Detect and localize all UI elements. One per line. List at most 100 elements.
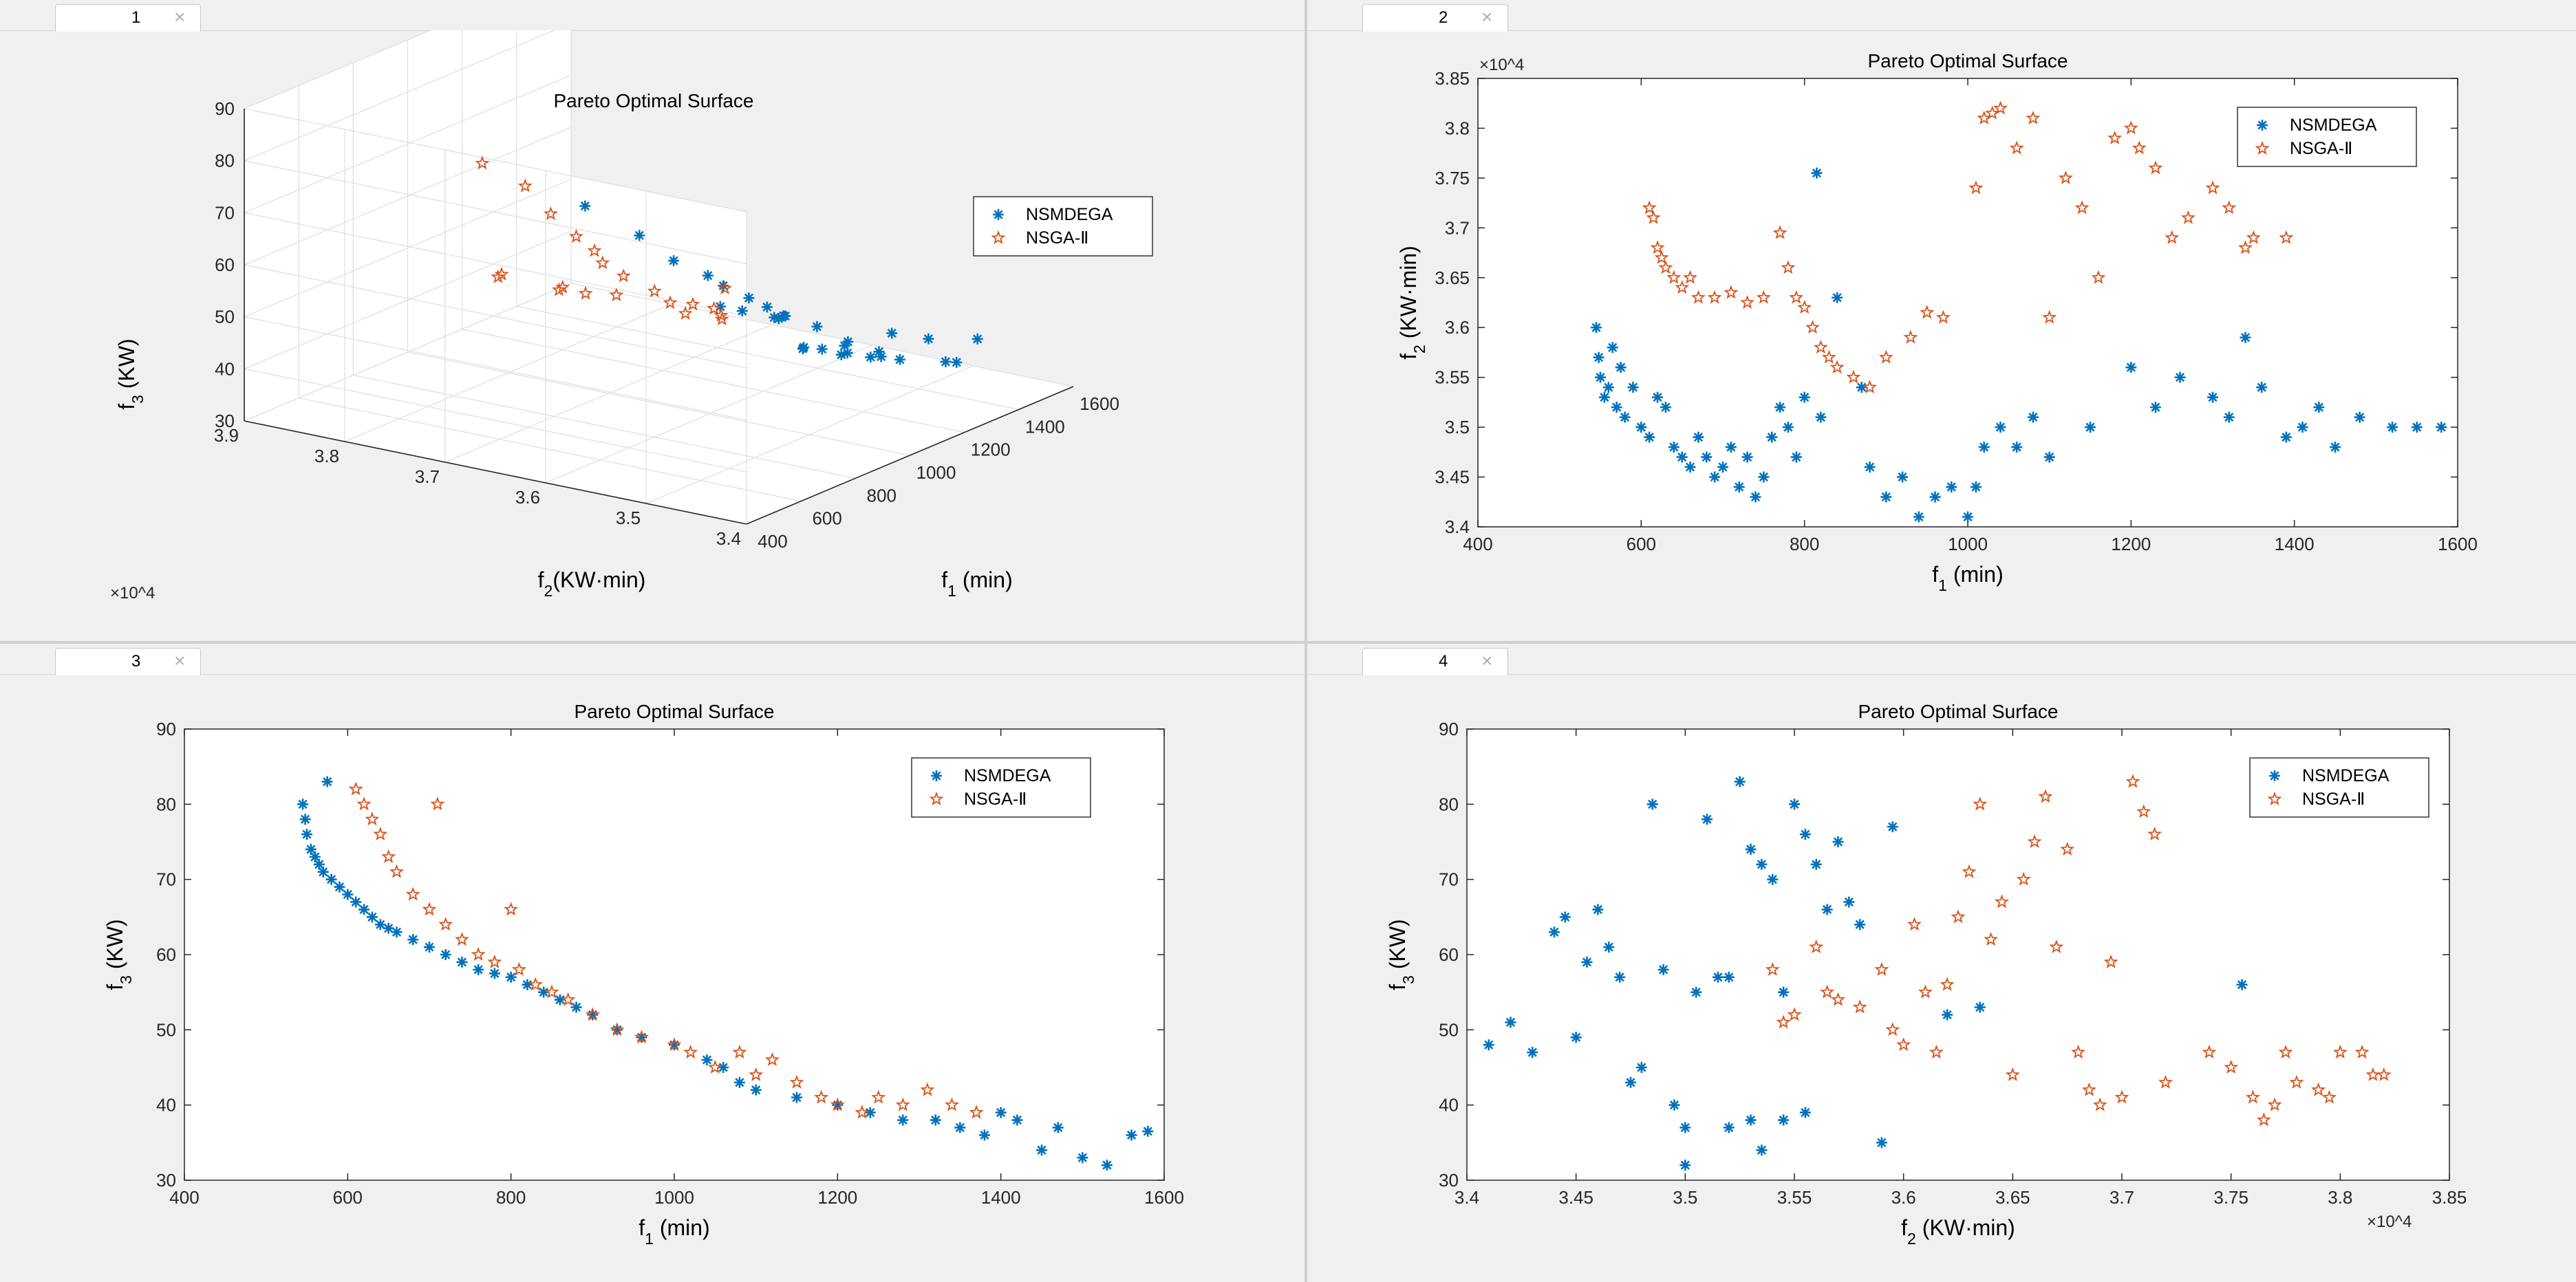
data-point (350, 896, 362, 908)
x-tick-label: 3.85 (2432, 1187, 2467, 1208)
y-tick-label: 3.85 (1435, 68, 1470, 89)
data-point (2125, 362, 2137, 373)
data-point (1920, 305, 1935, 319)
data-point (475, 155, 490, 170)
data-point (2330, 442, 2341, 453)
data-point (2042, 309, 2057, 324)
data-point (587, 243, 602, 257)
close-icon[interactable]: × (1481, 6, 1493, 28)
data-point (707, 1059, 722, 1074)
data-point (978, 1129, 990, 1141)
tick-group: 400 600 800 1000 1200 1400 1600 3.4 3.45 3.5 3.55 3… (1435, 68, 2478, 554)
data-point (321, 776, 333, 787)
legend-label: NSGA-Ⅱ (2290, 139, 2352, 158)
data-point (1940, 977, 1955, 991)
horizontal-splitter[interactable] (0, 641, 2576, 644)
data-point (1832, 292, 1843, 303)
data-point (1789, 290, 1804, 304)
data-point (1774, 402, 1786, 413)
data-point (1611, 402, 1622, 413)
figure-panel-4: 4 × 3.4 3.45 3.5 3.55 3.6 3.65 3.7 3.75 3.8 3.85 3… (1307, 644, 2576, 1282)
data-point (1666, 270, 1682, 284)
tab-3[interactable]: 3 × (55, 648, 201, 675)
data-point (2091, 270, 2106, 284)
data-point (2332, 1045, 2348, 1059)
tab-4[interactable]: 4 × (1362, 648, 1508, 675)
data-point (2016, 871, 2031, 886)
y-tick-label: 3.9 (214, 425, 239, 446)
data-point (1887, 821, 1898, 833)
data-point (2321, 1089, 2337, 1104)
close-icon[interactable]: × (174, 650, 186, 671)
grid-line (244, 30, 556, 162)
data-point (1897, 471, 1909, 483)
data-point (555, 279, 570, 294)
data-point (1918, 984, 1933, 999)
data-point (1984, 932, 1999, 946)
data-point (798, 342, 810, 353)
data-point (830, 1097, 845, 1111)
pareto-f1-f3-chart: 400 600 800 1000 1200 1400 1600 30 40 50 60 70 80 90 P… (103, 701, 1184, 1248)
data-point (1505, 1017, 1516, 1028)
data-point (366, 911, 378, 923)
data-point (2060, 841, 2075, 856)
data-point (991, 230, 1006, 244)
x-tick-label: 3.45 (1558, 1187, 1593, 1208)
pareto-3d-chart: 400 600 800 1000 1200 1400 1600 3.4 3.5 3.6 3.7 3.8… (110, 30, 1153, 602)
data-point (579, 200, 591, 212)
data-point (2074, 200, 2090, 215)
data-point (544, 984, 559, 999)
data-point (1903, 329, 1918, 344)
data-point (1142, 1125, 1154, 1137)
close-icon[interactable]: × (1481, 650, 1493, 671)
data-point (2174, 371, 2186, 383)
data-point (2038, 789, 2053, 803)
data-point (305, 843, 316, 855)
data-point (743, 292, 755, 304)
data-point (732, 1045, 747, 1059)
tab-1[interactable]: 1 × (55, 4, 201, 32)
y-tick-label: 3.75 (1435, 168, 1470, 188)
data-point (931, 770, 942, 781)
axis-label: f3 (KW) (1385, 919, 1417, 990)
figure-panel-2: 2 × 400 600 800 1000 1200 1400 1600 3.4 3.45 3.5 3… (1307, 0, 2576, 641)
data-point (2411, 422, 2423, 433)
tab-bar: 1 × (0, 0, 1305, 32)
data-point (1781, 260, 1796, 274)
data-point (2311, 1082, 2326, 1096)
data-point (309, 851, 321, 862)
data-point (1745, 843, 1757, 855)
data-point (2207, 391, 2218, 403)
z-tick-label: 30 (215, 411, 235, 431)
data-point (814, 1089, 829, 1104)
data-point (1885, 1022, 1900, 1036)
data-point (1592, 904, 1604, 915)
data-point (895, 1097, 910, 1111)
data-point (2085, 422, 2096, 433)
y-exponent-label: ×10^4 (1479, 56, 1524, 74)
data-point (609, 287, 624, 302)
data-point (1832, 836, 1844, 847)
tab-2[interactable]: 2 × (1362, 4, 1508, 32)
data-point (1559, 911, 1571, 923)
data-point (685, 296, 700, 311)
axes-box (184, 728, 1165, 1181)
data-point (2049, 939, 2064, 953)
x-tick-label: 3.55 (1777, 1187, 1812, 1208)
data-point (2257, 120, 2268, 131)
axes-box (1466, 728, 2450, 1181)
data-point (1852, 999, 1867, 1014)
data-point (1527, 1047, 1538, 1058)
data-point (875, 351, 887, 362)
close-icon[interactable]: × (174, 6, 186, 28)
tab-label: 3 (131, 652, 141, 671)
z-tick-label: 90 (215, 98, 235, 119)
grid-line (545, 345, 873, 484)
grid-line (244, 230, 572, 369)
data-point (517, 178, 533, 193)
y-tick-label: 3.7 (415, 466, 440, 487)
axis-label: f3 (KW) (103, 919, 135, 990)
data-point (438, 917, 453, 931)
data-point (634, 1030, 650, 1044)
data-point (894, 354, 905, 365)
